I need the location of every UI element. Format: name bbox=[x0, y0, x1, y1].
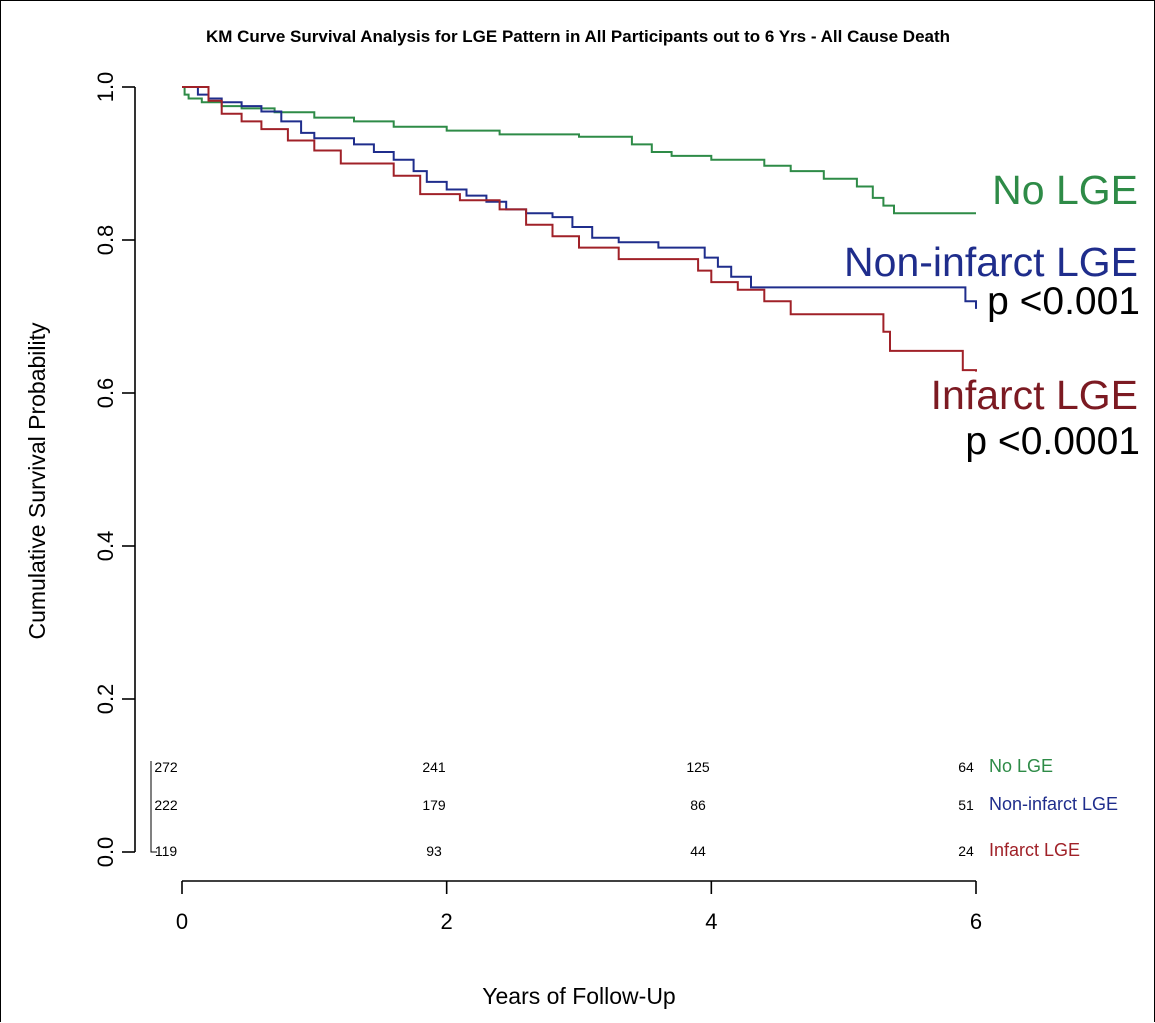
risk-count: 119 bbox=[155, 843, 178, 859]
risk-table-bracket bbox=[150, 761, 157, 853]
risk-count: 272 bbox=[154, 759, 178, 775]
risk-count: 125 bbox=[686, 759, 710, 775]
series-line-no-lge bbox=[182, 86, 976, 215]
risk-count: 44 bbox=[690, 843, 706, 859]
y-tick-label: 0.2 bbox=[93, 684, 118, 715]
series-line-infarct-lge bbox=[182, 86, 977, 372]
y-tick-label: 0.8 bbox=[93, 225, 118, 256]
chart-title: KM Curve Survival Analysis for LGE Patte… bbox=[206, 27, 950, 46]
risk-count: 93 bbox=[426, 843, 442, 859]
risk-count: 51 bbox=[958, 797, 974, 813]
y-tick-label: 0.6 bbox=[93, 378, 118, 409]
x-tick-label: 2 bbox=[441, 909, 453, 934]
risk-count: 179 bbox=[422, 797, 446, 813]
label-infarct-lge: Infarct LGE bbox=[931, 372, 1138, 418]
x-tick-label: 0 bbox=[176, 909, 188, 934]
p-value-infarct: p <0.0001 bbox=[965, 420, 1140, 463]
x-tick-label: 4 bbox=[705, 909, 717, 934]
label-non-infarct-lge: Non-infarct LGE bbox=[844, 239, 1138, 285]
risk-table: 272 241 125 64 No LGE 222 179 86 51 Non-infarct L… bbox=[150, 756, 1118, 860]
p-value-non-infarct: p <0.001 bbox=[987, 280, 1140, 323]
risk-count: 24 bbox=[958, 843, 974, 859]
y-axis: 0.0 0.2 0.4 0.6 0.8 1.0 bbox=[93, 72, 136, 868]
risk-count: 222 bbox=[154, 797, 178, 813]
y-axis-label: Cumulative Survival Probability bbox=[24, 322, 50, 640]
label-no-lge: No LGE bbox=[992, 167, 1138, 213]
risk-count: 86 bbox=[690, 797, 706, 813]
survival-curves bbox=[182, 86, 977, 372]
series-line-non-infarct-lge bbox=[182, 86, 977, 309]
x-axis-label: Years of Follow-Up bbox=[482, 983, 675, 1009]
risk-row-name: No LGE bbox=[989, 756, 1053, 776]
risk-count: 241 bbox=[422, 759, 446, 775]
risk-count: 64 bbox=[958, 759, 974, 775]
x-axis: 0 2 4 6 bbox=[176, 880, 982, 934]
x-tick-label: 6 bbox=[970, 909, 982, 934]
y-tick-label: 0.0 bbox=[93, 837, 118, 868]
risk-row-name: Infarct LGE bbox=[989, 840, 1080, 860]
y-tick-label: 0.4 bbox=[93, 531, 118, 562]
y-tick-label: 1.0 bbox=[93, 72, 118, 103]
risk-row-name: Non-infarct LGE bbox=[989, 794, 1118, 814]
